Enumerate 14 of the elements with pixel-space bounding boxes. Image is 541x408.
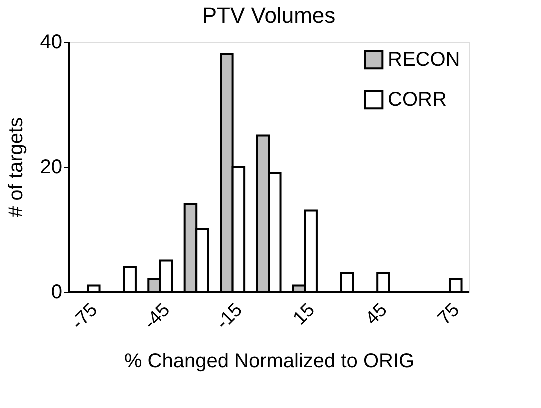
legend-label: CORR [388, 89, 447, 111]
chart-title: PTV Volumes [202, 3, 336, 28]
y-tick-label: 0 [51, 282, 62, 304]
x-tick-label: -45 [140, 300, 175, 334]
y-tick-label: 20 [40, 156, 62, 178]
x-tick-label: 15 [290, 300, 320, 330]
x-tick-label: 75 [434, 300, 464, 330]
y-tick-label: 40 [40, 32, 62, 54]
legend-label: RECON [388, 49, 460, 71]
x-tick-label: 45 [362, 300, 392, 330]
x-axis-title: % Changed Normalized to ORIG [124, 350, 415, 372]
y-axis-title: # of targets [5, 117, 28, 218]
x-tick-label: -15 [212, 300, 247, 334]
x-tick-label: -75 [68, 300, 102, 334]
